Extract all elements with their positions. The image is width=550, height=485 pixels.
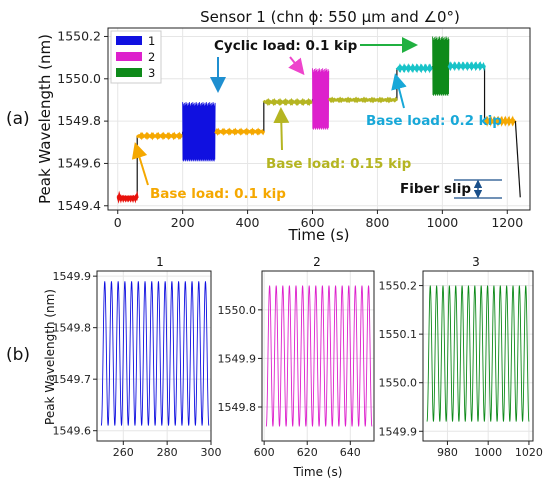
- sub1-x-tick-label-280: 280: [157, 446, 178, 459]
- main-x-tick-label-1200: 1200: [491, 215, 523, 230]
- sub3-x-tick-label-1020: 1020: [515, 446, 543, 459]
- annotations: Base load: 0.1 kip Cyclic load: 0.1 kip …: [131, 37, 502, 202]
- sub2-x-tick-label-600: 600: [254, 446, 275, 459]
- subchart-1-series: [100, 281, 210, 426]
- subchart-3-frame: [422, 270, 534, 442]
- main-segment-3: [214, 127, 266, 136]
- main-segment-1: [135, 131, 184, 141]
- main-segment-4: [262, 97, 314, 107]
- sub3-y-tick-label-1: 1550.0: [379, 377, 418, 390]
- main-segment-8: [432, 36, 450, 96]
- main-x-tick-label-200: 200: [171, 215, 195, 230]
- main-plot-frame: [107, 27, 531, 211]
- annotation-base-load-0-15: Base load: 0.15 kip: [266, 156, 412, 172]
- sub1-x-tick-label-260: 260: [113, 446, 134, 459]
- sub2-y-tick-label-2: 1550.0: [218, 304, 257, 317]
- sub2-y-tick-label-0: 1549.8: [218, 401, 257, 414]
- subchart-1-frame: [96, 270, 212, 442]
- main-y-tick-label-0: 1549.4: [57, 198, 101, 213]
- annotation-base-load-0-1: Base load: 0.1 kip: [150, 186, 286, 202]
- main-y-tick-label-4: 1550.2: [57, 28, 101, 43]
- sub1-series-line: [100, 281, 210, 426]
- main-x-tick-label-800: 800: [366, 215, 390, 230]
- main-y-axis-title: Peak Wavelength (nm): [36, 34, 54, 204]
- subchart-1-ticks: 260 280 300 1549.6 1549.7 1549.8 1549.9: [53, 270, 222, 459]
- sub3-series-line: [426, 285, 530, 422]
- main-segment-9: [447, 61, 486, 72]
- arrow-base-load-0-1: [131, 142, 149, 186]
- arrow-cyclic-to-2: [288, 56, 305, 76]
- annotation-fiber-slip: Fiber slip: [400, 181, 471, 197]
- main-segment-7: [395, 63, 434, 74]
- main-x-axis-title: Time (s): [288, 226, 350, 244]
- subchart-2-ticks: 600 620 640 1549.8 1549.9 1550.0: [218, 304, 361, 459]
- main-ticks: 0 200 400 600 800 1000 1200 1549.4 1549.6 1549.8 1…: [57, 28, 523, 230]
- sub3-x-tick-label-1000: 1000: [474, 446, 502, 459]
- sub2-x-tick-label-640: 640: [340, 446, 361, 459]
- sub1-y-tick-label-1: 1549.7: [53, 373, 92, 386]
- legend-label-1: 1: [148, 34, 155, 48]
- sub3-y-tick-label-2: 1550.1: [379, 328, 418, 341]
- subchart-3-title: 3: [472, 255, 480, 269]
- main-x-tick-label-0: 0: [114, 215, 122, 230]
- subchart-1-y-axis-title: Peak Wavelength (nm): [43, 289, 57, 425]
- subchart-1: 1 260 280 300 1549.6 1549.7 1549.8 1549.9 Peak…: [43, 255, 222, 459]
- panel-tag-a: (a): [6, 109, 30, 129]
- main-y-tick-label-2: 1549.8: [57, 113, 101, 128]
- legend-label-2: 2: [148, 50, 155, 64]
- annotation-base-load-0-2: Base load: 0.2 kip: [366, 113, 502, 129]
- sub2-series-line: [265, 285, 373, 427]
- legend-label-3: 3: [148, 66, 155, 80]
- sub2-y-tick-label-1: 1549.9: [218, 352, 257, 365]
- main-series: [116, 36, 521, 204]
- arrow-base-load-0-2: [391, 73, 407, 109]
- main-segment-0: [116, 190, 139, 204]
- legend: 1 2 3: [110, 30, 162, 84]
- subchart-2-series: [265, 285, 373, 427]
- sub1-y-tick-label-3: 1549.9: [53, 270, 92, 283]
- sub1-y-tick-label-2: 1549.8: [53, 322, 92, 335]
- sub3-y-tick-label-3: 1550.2: [379, 280, 418, 293]
- subchart-2-frame: [261, 270, 375, 442]
- main-segment-11: [514, 121, 521, 198]
- main-x-tick-label-400: 400: [236, 215, 260, 230]
- legend-swatch-1: [116, 36, 142, 45]
- main-x-tick-label-600: 600: [301, 215, 325, 230]
- main-segment-5: [312, 68, 330, 130]
- subchart-1-title: 1: [156, 255, 164, 269]
- legend-swatch-2: [116, 52, 142, 61]
- main-segment-6: [327, 96, 399, 104]
- panel-tag-b: (b): [6, 345, 30, 365]
- subchart-3-series: [426, 285, 530, 422]
- main-chart: Sensor 1 (chn ϕ: 550 μm and ∠0°) 0 200 400…: [36, 8, 531, 244]
- main-x-tick-label-1000: 1000: [426, 215, 458, 230]
- annotation-cyclic-load: Cyclic load: 0.1 kip: [214, 38, 358, 54]
- sub3-y-tick-label-0: 1549.9: [379, 425, 418, 438]
- subchart-2-title: 2: [313, 255, 321, 269]
- sub3-x-tick-label-980: 980: [437, 446, 458, 459]
- arrow-base-load-0-15: [273, 107, 290, 151]
- legend-swatch-3: [116, 68, 142, 77]
- subchart-2-x-axis-title: Time (s): [293, 465, 343, 479]
- main-segment-10: [483, 115, 517, 127]
- sub2-x-tick-label-620: 620: [297, 446, 318, 459]
- sub1-y-tick-label-0: 1549.6: [53, 425, 92, 438]
- subchart-2: 2 600 620 640 1549.8 1549.9 1550.0 Time (s): [218, 255, 375, 479]
- main-y-tick-label-1: 1549.6: [57, 155, 101, 170]
- main-y-tick-label-3: 1550.0: [57, 71, 101, 86]
- subchart-3: 3 980 1000 1020 1549.9 1550.0 1550.1 1550.2: [379, 255, 543, 459]
- main-chart-title: Sensor 1 (chn ϕ: 550 μm and ∠0°): [200, 8, 460, 26]
- subchart-3-ticks: 980 1000 1020 1549.9 1550.0 1550.1 1550.2: [379, 280, 543, 459]
- sub1-x-tick-label-300: 300: [201, 446, 222, 459]
- main-segment-2: [182, 102, 216, 162]
